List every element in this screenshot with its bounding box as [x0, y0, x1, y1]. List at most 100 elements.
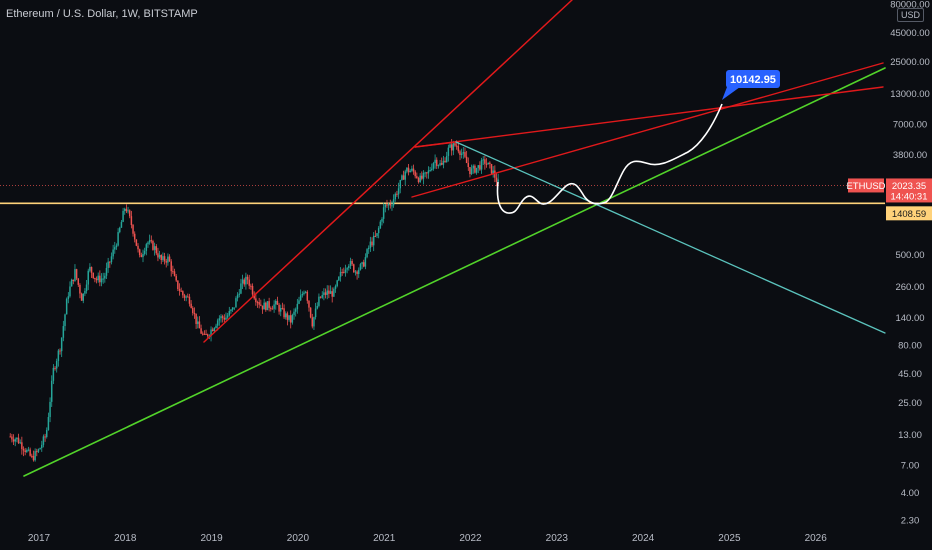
candle-body — [475, 167, 478, 173]
candle-body — [450, 144, 453, 151]
candle-body — [64, 314, 66, 327]
candle-body — [306, 291, 309, 301]
candle-body — [371, 241, 373, 246]
candle-body — [419, 175, 421, 183]
candle-body — [311, 317, 314, 327]
candle-body — [299, 295, 302, 301]
candle-body — [462, 152, 465, 154]
candle-body — [132, 224, 134, 234]
candle-body — [250, 285, 252, 287]
candle-body — [27, 449, 30, 451]
candle-body — [69, 286, 71, 297]
candle-body — [482, 159, 484, 161]
candle-body — [200, 328, 202, 334]
y-tick-label: 2.30 — [901, 516, 920, 527]
candle-body — [440, 163, 443, 165]
countdown-label: 14:40:31 — [891, 191, 928, 202]
candle-body — [210, 329, 212, 336]
y-tick-label: 80000.00 — [890, 0, 930, 11]
currency-badge[interactable]: USD — [897, 8, 925, 22]
candle-body — [314, 308, 317, 318]
candle-body — [452, 143, 455, 151]
candle-body — [276, 300, 279, 305]
candle-body — [479, 165, 481, 170]
candle-body — [193, 313, 196, 315]
candle-body — [280, 308, 282, 312]
candle-body — [465, 156, 468, 163]
candle-body — [192, 307, 194, 314]
candle-body — [356, 271, 358, 275]
candle-body — [142, 253, 144, 258]
candle-body — [268, 301, 270, 308]
candle-body — [77, 278, 80, 285]
candle-body — [130, 216, 133, 225]
candle-body — [374, 235, 377, 237]
candle-body — [329, 291, 332, 294]
candle-body — [424, 172, 426, 174]
candle-body — [11, 436, 13, 440]
wedge-lower-line — [411, 62, 884, 198]
callout-pointer — [722, 87, 740, 100]
candle-body — [231, 307, 234, 310]
candle-body — [105, 267, 108, 276]
candle-body — [497, 179, 499, 182]
candle-body — [469, 167, 471, 174]
candle-body — [382, 207, 385, 219]
candle-body — [127, 210, 129, 212]
candle-body — [70, 279, 73, 287]
candle-body — [221, 316, 224, 318]
candle-body — [349, 261, 352, 266]
candle-body — [278, 304, 280, 312]
candle-body — [203, 333, 206, 335]
candle-body — [480, 160, 483, 170]
candle-body — [449, 144, 451, 148]
candle-body — [338, 276, 340, 281]
candle-body — [313, 317, 315, 327]
candle-body — [12, 439, 15, 442]
candle-body — [323, 292, 325, 296]
y-tick-label: 4.00 — [901, 488, 920, 499]
candle-body — [474, 165, 476, 173]
candle-body — [211, 329, 214, 332]
candle-body — [334, 286, 337, 289]
candle-body — [178, 288, 181, 291]
candle-body — [205, 333, 207, 335]
candle-body — [34, 451, 36, 461]
candle-body — [301, 293, 304, 296]
candle-body — [255, 298, 257, 303]
candle-body — [417, 177, 420, 183]
candle-body — [328, 290, 330, 294]
candle-body — [260, 304, 262, 306]
candle-body — [233, 307, 236, 309]
candle-body — [447, 147, 450, 156]
candle-body — [364, 257, 367, 267]
candle-body — [289, 315, 292, 323]
candle-body — [123, 208, 126, 211]
candle-body — [263, 302, 265, 310]
candle-body — [444, 160, 446, 163]
candle-body — [372, 235, 375, 246]
candle-body — [100, 278, 103, 283]
y-tick-label: 500.00 — [895, 250, 924, 261]
candle-body — [152, 240, 154, 250]
steep-red-trendline — [203, 0, 573, 343]
candle-body — [333, 288, 335, 297]
candle-body — [190, 303, 192, 308]
candle-body — [381, 218, 383, 222]
candle-body — [477, 165, 479, 168]
candle-body — [153, 246, 156, 250]
candle-body — [331, 291, 333, 297]
candle-body — [195, 313, 197, 324]
candle-body — [321, 295, 323, 298]
symbol-tag — [848, 178, 884, 193]
candle-body — [226, 315, 229, 318]
candle-body — [379, 221, 382, 229]
candle-body — [188, 296, 191, 304]
target-callout-label: 10142.95 — [730, 74, 776, 86]
candle-body — [74, 269, 76, 282]
last-price-tag — [886, 178, 932, 203]
candle-body — [94, 277, 96, 279]
candle-body — [253, 294, 255, 299]
candle-body — [19, 442, 21, 444]
